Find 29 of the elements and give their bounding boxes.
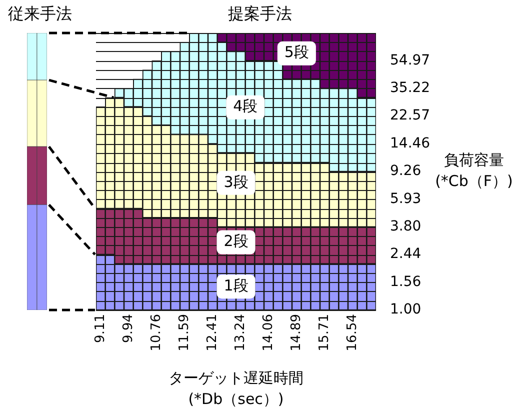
x-tick-label: 9.11 (93, 314, 108, 343)
chart-title: 提案手法 (227, 4, 293, 25)
series-label: 4段 (233, 97, 258, 116)
y-tick-label: 3.80 (390, 218, 422, 235)
y-tick-label: 35.22 (390, 80, 430, 96)
y-tick-label: 54.97 (390, 52, 430, 68)
chart-title: 従来手法 (7, 4, 73, 25)
x-tick-label: 9.94 (121, 314, 136, 343)
series-label: 1段 (224, 276, 248, 294)
x-tick-label: 16.54 (345, 314, 360, 352)
y-tick-label: 22.57 (390, 108, 430, 124)
x-tick-label: 10.76 (149, 314, 164, 352)
x-tick-label: 11.59 (177, 314, 192, 352)
y-axis-title: 負荷容量 (*Cb（F）) (434, 150, 514, 192)
y-tick-label: 5.93 (390, 190, 422, 207)
series-label: 5段 (284, 43, 309, 62)
x-axis-title: ターゲット遅延時間 (*Db（sec）) (168, 368, 304, 410)
y-tick-label: 1.56 (390, 274, 422, 290)
x-tick-label: 15.71 (317, 314, 332, 352)
x-tick-label: 14.89 (289, 314, 304, 352)
x-tick-label: 14.06 (261, 314, 276, 352)
series-label: 3段 (224, 172, 248, 191)
y-tick-label: 2.44 (390, 246, 422, 262)
x-tick-label: 12.41 (205, 314, 220, 352)
y-tick-label: 1.00 (390, 302, 422, 318)
y-tick-label: 9.26 (390, 163, 422, 180)
series-label: 2段 (224, 232, 248, 250)
x-tick-label: 13.24 (233, 314, 248, 352)
y-tick-label: 14.46 (390, 135, 430, 152)
